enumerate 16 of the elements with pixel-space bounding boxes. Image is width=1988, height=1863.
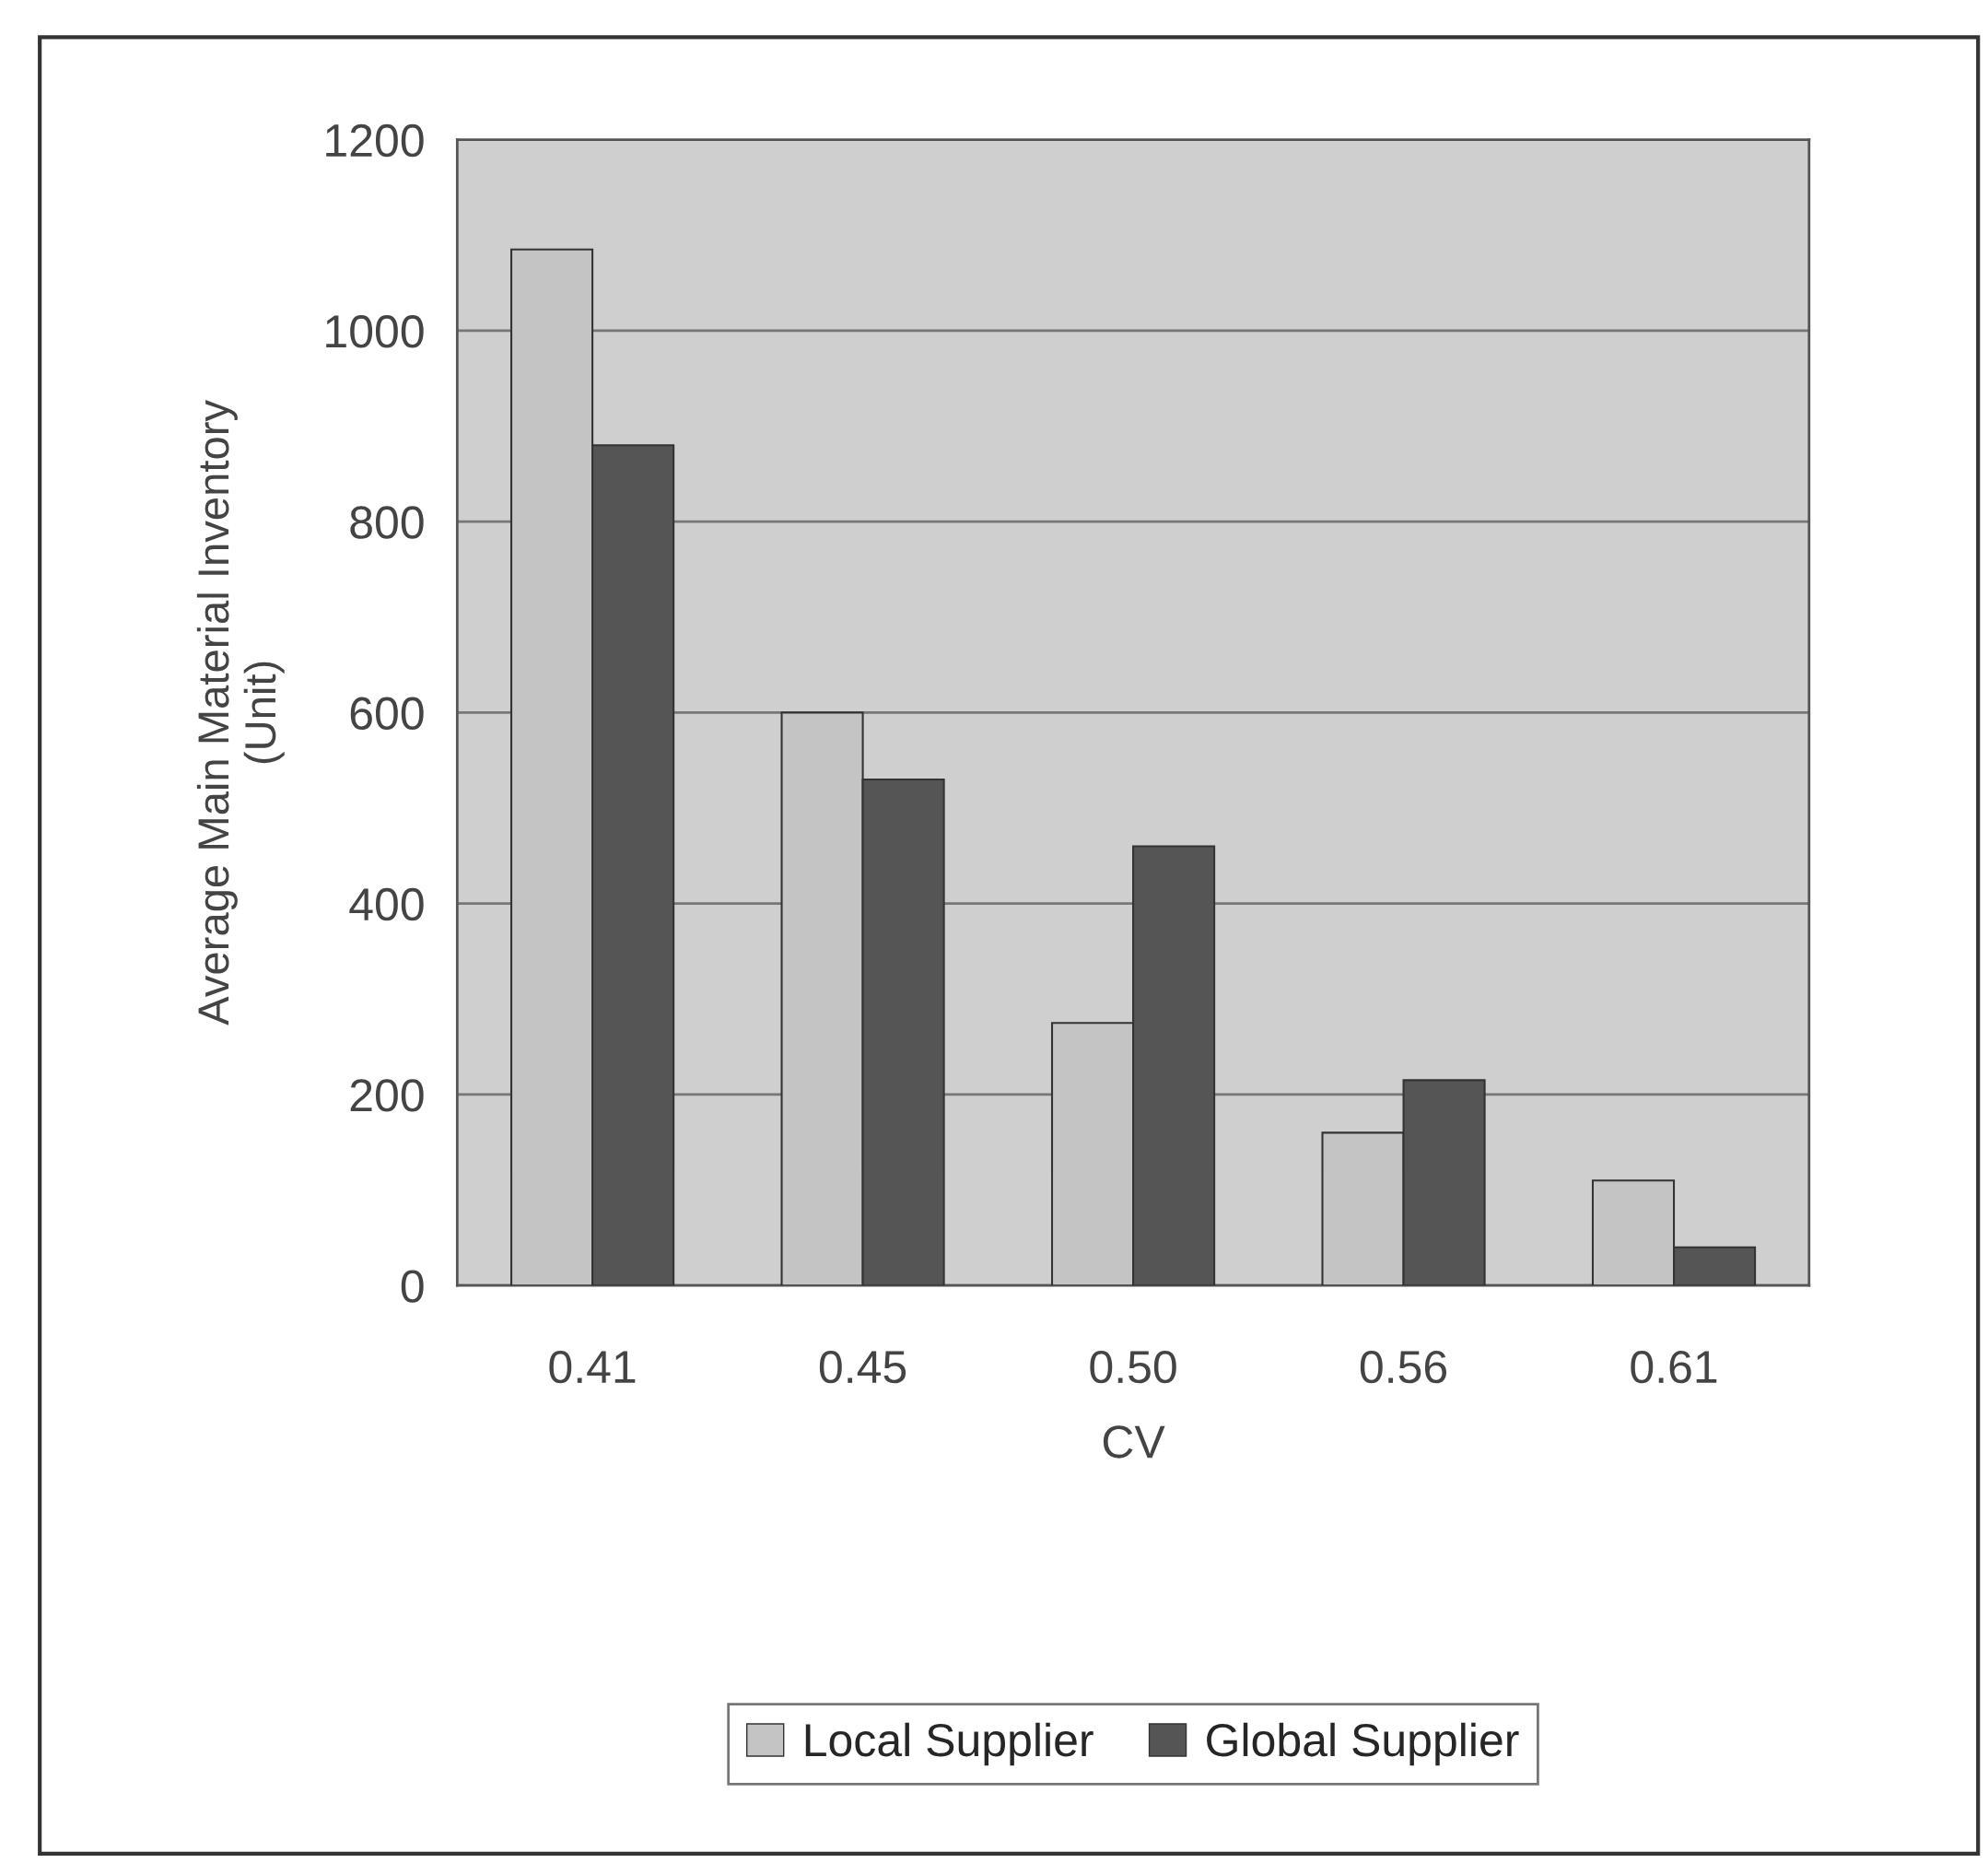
x-tick-label: 0.41 [549, 1350, 636, 1384]
y-tick-label: 400 [349, 887, 424, 921]
y-tick-label: 0 [401, 1270, 424, 1303]
y-tick-label: 1000 [326, 315, 424, 348]
y-tick-label: 200 [350, 1079, 424, 1112]
x-tick-label: 0.61 [1631, 1350, 1717, 1384]
x-tick-label: 0.45 [819, 1350, 906, 1384]
y-tick-label: 600 [350, 697, 424, 731]
legend-label: Local Supplier [805, 1722, 1093, 1766]
x-tick-label: 0.56 [1360, 1350, 1447, 1384]
legend-label: Global Supplier [1207, 1722, 1519, 1766]
x-tick-label: 0.50 [1090, 1350, 1176, 1384]
y-tick-label: 1200 [326, 123, 424, 158]
y-tick-label: 800 [350, 506, 424, 539]
x-axis-title: CV [1103, 1425, 1165, 1459]
y-axis-title: Average Main Material Inventory (Unit) [196, 400, 285, 1025]
